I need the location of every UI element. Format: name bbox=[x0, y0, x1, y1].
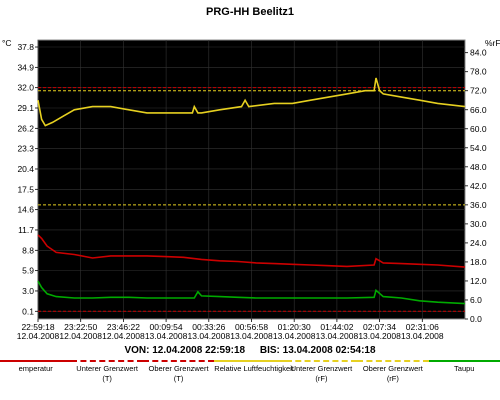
x-tick-time: 23:46:22 bbox=[107, 322, 140, 332]
x-tick-time: 22:59:18 bbox=[21, 322, 54, 332]
legend-sublabel: (T) bbox=[173, 374, 184, 383]
y-left-tick-label: 32.0 bbox=[17, 83, 34, 93]
time-range-from: VON: 12.04.2008 22:59:18 bbox=[124, 345, 246, 356]
y-right-tick-label: 60.0 bbox=[470, 124, 487, 134]
y-right-tick-label: 84.0 bbox=[470, 48, 487, 58]
y-left-tick-label: 5.9 bbox=[22, 266, 34, 276]
legend-label: Unterer Grenzwert bbox=[290, 364, 353, 373]
series-line bbox=[37, 77, 466, 127]
y-right-tick-label: 24.0 bbox=[470, 238, 487, 248]
legend-label: Relative Luftfeuchtigkeit bbox=[214, 364, 294, 373]
y-left-tick-label: 3.0 bbox=[22, 286, 34, 296]
series-lines bbox=[37, 77, 466, 305]
legend-item: Taupu bbox=[428, 360, 500, 374]
legend-label: Taupu bbox=[454, 364, 475, 373]
x-tick-date: 12.04.2008 bbox=[59, 331, 102, 341]
y-left-tick-label: 11.7 bbox=[18, 225, 34, 235]
grid bbox=[37, 40, 465, 319]
time-range-to: BIS: 13.04.2008 02:54:18 bbox=[259, 345, 376, 356]
legend-swatch bbox=[285, 360, 358, 362]
legend-sublabel: (rF) bbox=[315, 374, 328, 383]
x-tick-time: 00:33:26 bbox=[192, 322, 225, 332]
x-tick-date: 13.04.2008 bbox=[316, 331, 359, 341]
legend-item: Unterer Grenzwert (T) bbox=[71, 360, 143, 384]
legend-item: Relative Luftfeuchtigkeit bbox=[214, 360, 294, 374]
y-right-tick-label: 6.0 bbox=[470, 295, 482, 305]
y-left-tick-label: 20.4 bbox=[17, 164, 34, 174]
legend-swatch bbox=[0, 360, 72, 362]
y-right-tick-label: 54.0 bbox=[470, 143, 487, 153]
y-left-tick-label: 34.9 bbox=[17, 62, 34, 72]
y-right-tick-label: 0.0 bbox=[470, 314, 482, 324]
y-right-tick-label: 66.0 bbox=[470, 105, 487, 115]
y-right-tick-label: 18.0 bbox=[470, 257, 487, 267]
y-right-tick-label: 42.0 bbox=[470, 181, 487, 191]
time-range: VON: 12.04.2008 22:59:18 BIS: 13.04.2008… bbox=[0, 345, 500, 356]
legend-label: Oberer Grenzwert bbox=[362, 364, 423, 373]
legend-swatch bbox=[357, 360, 429, 362]
y-right-tick-label: 36.0 bbox=[470, 200, 487, 210]
y-right-unit: %rF bbox=[485, 38, 500, 48]
legend-swatch bbox=[142, 360, 215, 362]
legend-swatch bbox=[71, 360, 143, 362]
legend-label: Oberer Grenzwert bbox=[148, 364, 209, 373]
y-right-tick-label: 78.0 bbox=[470, 67, 487, 77]
x-tick-time: 00:56:58 bbox=[235, 322, 268, 332]
limit-lines bbox=[38, 87, 465, 312]
y-left-tick-label: 17.5 bbox=[17, 184, 34, 194]
y-left-tick-label: 29.1 bbox=[17, 103, 34, 113]
y-left-tick-label: 0.1 bbox=[22, 306, 34, 316]
x-ticks: 22:59:1812.04.200823:22:5012.04.200823:4… bbox=[17, 319, 444, 341]
legend-swatch bbox=[428, 360, 500, 362]
y-left-tick-label: 14.6 bbox=[17, 205, 34, 215]
y-right-tick-label: 48.0 bbox=[470, 162, 487, 172]
y-left-tick-label: 26.2 bbox=[17, 123, 34, 133]
x-tick-date: 12.04.2008 bbox=[102, 331, 145, 341]
x-tick-time: 02:31:06 bbox=[406, 322, 439, 332]
y-left-tick-label: 37.8 bbox=[17, 42, 34, 52]
y-left-tick-label: 8.8 bbox=[22, 245, 34, 255]
x-tick-date: 13.04.2008 bbox=[230, 331, 273, 341]
x-tick-time: 23:22:50 bbox=[64, 322, 97, 332]
legend-sublabel: (rF) bbox=[386, 374, 399, 383]
legend-label: emperatur bbox=[18, 364, 53, 373]
y-right-ticks: 84.0 78.0 72.0 66.0 60.0 54.0 48.0 42.0 36.0 30.0… bbox=[465, 48, 487, 324]
legend-item: Unterer Grenzwert (rF) bbox=[285, 360, 358, 384]
series-line bbox=[37, 234, 466, 268]
x-tick-date: 12.04.2008 bbox=[17, 331, 60, 341]
x-tick-date: 13.04.2008 bbox=[188, 331, 231, 341]
legend-item: Oberer Grenzwert (rF) bbox=[357, 360, 429, 384]
x-tick-date: 13.04.2008 bbox=[145, 331, 188, 341]
x-tick-date: 13.04.2008 bbox=[358, 331, 401, 341]
y-left-unit: °C bbox=[2, 38, 12, 48]
x-tick-date: 13.04.2008 bbox=[273, 331, 316, 341]
legend-item: emperatur bbox=[0, 360, 72, 374]
y-right-tick-label: 30.0 bbox=[470, 219, 487, 229]
series-line bbox=[37, 280, 466, 305]
y-left-tick-label: 23.3 bbox=[17, 144, 34, 154]
x-tick-time: 01:44:02 bbox=[320, 322, 353, 332]
legend-sublabel: (T) bbox=[102, 374, 112, 383]
x-tick-time: 00:09:54 bbox=[150, 322, 183, 332]
chart-title: PRG-HH Beelitz1 bbox=[205, 6, 295, 18]
legend-label: Unterer Grenzwert bbox=[76, 364, 138, 373]
y-left-ticks: 37.8 34.9 32.0 29.1 26.2 23.3 20.4 17.5 14.6 11.7… bbox=[17, 42, 38, 316]
x-tick-time: 01:20:30 bbox=[278, 322, 311, 332]
legend-swatch bbox=[214, 360, 286, 362]
y-right-tick-label: 72.0 bbox=[470, 86, 487, 96]
y-right-tick-label: 12.0 bbox=[470, 276, 487, 286]
x-tick-date: 13.04.2008 bbox=[401, 331, 444, 341]
legend-item: Oberer Grenzwert (T) bbox=[142, 360, 215, 384]
x-tick-time: 02:07:34 bbox=[363, 322, 396, 332]
